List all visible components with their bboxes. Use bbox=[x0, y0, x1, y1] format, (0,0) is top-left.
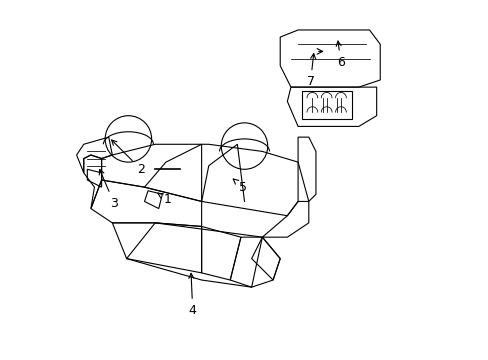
Text: 5: 5 bbox=[233, 179, 246, 194]
Text: 3: 3 bbox=[99, 170, 118, 210]
Text: 4: 4 bbox=[188, 273, 196, 317]
Text: 7: 7 bbox=[306, 54, 315, 88]
Text: 2: 2 bbox=[111, 140, 144, 176]
Text: 6: 6 bbox=[335, 41, 344, 69]
Text: 1: 1 bbox=[158, 193, 171, 206]
